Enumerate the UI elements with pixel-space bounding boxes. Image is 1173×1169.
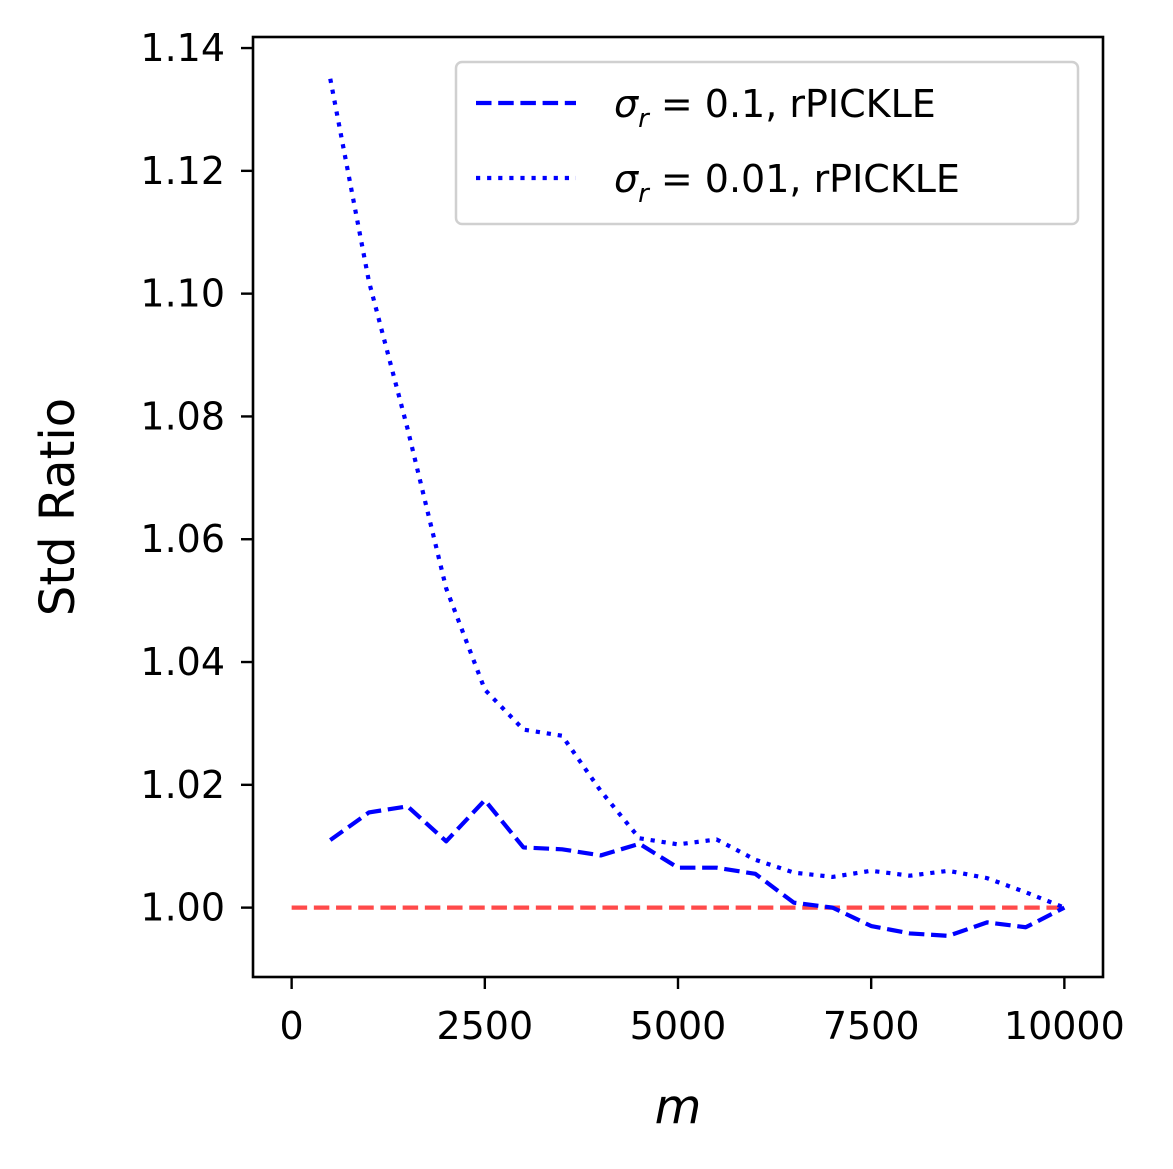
legend-label-rest: = 0.01, rPICKLE: [649, 157, 960, 201]
y-tick-label: 1.10: [140, 272, 225, 316]
legend-box: [454, 60, 1080, 226]
series-line-sigma-0-1: [329, 798, 1066, 938]
y-tick-label: 1.06: [140, 517, 225, 561]
legend-sigma-symbol: σ: [614, 82, 640, 126]
y-tick-label: 1.00: [140, 886, 225, 930]
y-axis-title: Std Ratio: [30, 398, 86, 616]
legend-sigma-subscript: r: [638, 179, 651, 209]
y-axis: 1.00 1.02 1.04 1.06 1.08 1.10 1.12 1.14: [140, 26, 253, 930]
legend-label-sigma-0-01: σr = 0.01, rPICKLE: [614, 157, 960, 209]
x-axis-title: m: [655, 1079, 702, 1135]
legend-label-rest: = 0.1, rPICKLE: [649, 82, 936, 126]
legend-sigma-subscript: r: [638, 104, 651, 134]
legend: σr = 0.1, rPICKLE σr = 0.01, rPICKLE: [454, 60, 1080, 226]
y-tick-label: 1.02: [140, 763, 225, 807]
y-tick-label: 1.04: [140, 640, 225, 684]
plot-lines: [291, 78, 1066, 938]
x-tick-label: 2500: [436, 1004, 533, 1048]
x-tick-label: 7500: [823, 1004, 920, 1048]
x-tick-label: 5000: [630, 1004, 727, 1048]
x-tick-label: 0: [280, 1004, 304, 1048]
legend-label-sigma-0-1: σr = 0.1, rPICKLE: [614, 82, 936, 134]
y-tick-label: 1.14: [140, 26, 225, 70]
x-tick-label: 10000: [1004, 1004, 1125, 1048]
series-line-sigma-0-01: [328, 78, 1066, 910]
y-tick-label: 1.12: [140, 149, 225, 193]
legend-sigma-symbol: σ: [614, 157, 640, 201]
x-axis: 0 2500 5000 7500 10000: [280, 977, 1125, 1048]
y-tick-label: 1.08: [140, 394, 225, 438]
